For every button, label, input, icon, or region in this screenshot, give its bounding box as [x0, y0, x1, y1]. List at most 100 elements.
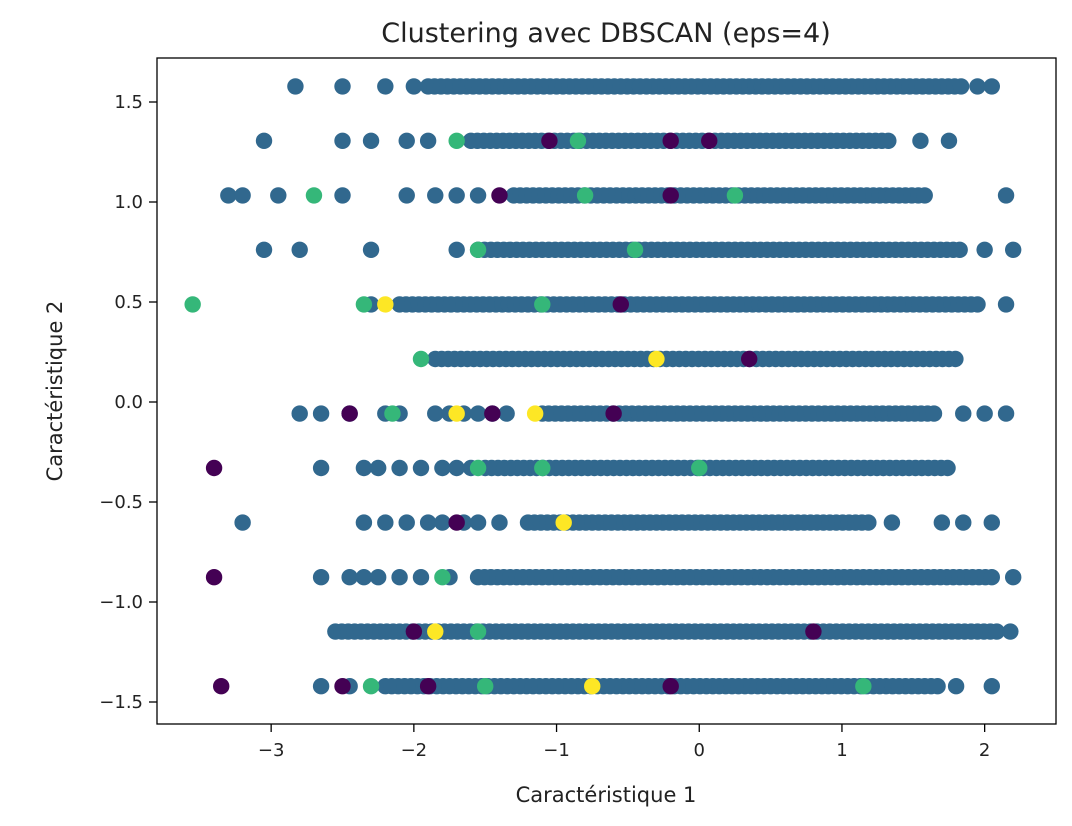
- y-tick-label: 1.5: [114, 92, 143, 113]
- points-layer: [184, 78, 1022, 695]
- x-tick-label: 2: [979, 740, 990, 761]
- data-point: [912, 132, 929, 149]
- data-point: [369, 569, 387, 586]
- data-point: [291, 241, 308, 258]
- data-point: [234, 514, 251, 531]
- data-point: [951, 241, 968, 258]
- cluster-point: [355, 296, 373, 313]
- data-point: [1002, 623, 1019, 640]
- cluster-point: [377, 296, 394, 313]
- data-point: [291, 405, 308, 422]
- noise-point: [701, 132, 718, 149]
- x-axis-label: Caractéristique 1: [516, 783, 697, 807]
- data-point: [362, 132, 380, 149]
- data-point: [983, 678, 1000, 695]
- data-point: [334, 78, 351, 95]
- data-point: [883, 514, 901, 531]
- x-tick-label: −1: [543, 740, 570, 761]
- cluster-point: [855, 678, 872, 695]
- data-point: [955, 514, 972, 531]
- data-point: [334, 187, 351, 204]
- noise-point: [662, 678, 679, 695]
- data-point: [369, 459, 387, 477]
- data-point: [1004, 569, 1022, 586]
- data-point: [983, 78, 1000, 95]
- y-tick-label: −1.5: [99, 692, 143, 713]
- data-point: [498, 405, 515, 422]
- data-point: [377, 514, 394, 531]
- data-point: [952, 78, 970, 95]
- cluster-point: [305, 187, 323, 204]
- y-axis: −1.5 −1.0 −0.5 0.0 0.5 1.0 1.5: [99, 92, 157, 713]
- noise-point: [213, 678, 230, 695]
- data-point: [997, 296, 1015, 313]
- data-point: [916, 187, 933, 204]
- x-tick-label: −3: [258, 740, 285, 761]
- y-tick-label: −1.0: [99, 592, 143, 613]
- x-tick-label: 1: [836, 740, 847, 761]
- data-point: [405, 78, 423, 95]
- noise-point: [541, 132, 558, 149]
- plot-frame: [156, 57, 1057, 725]
- cluster-point: [184, 296, 201, 313]
- noise-point: [448, 514, 465, 531]
- cluster-point: [469, 459, 487, 477]
- data-point: [969, 78, 986, 95]
- noise-point: [662, 187, 679, 204]
- data-point: [220, 187, 237, 204]
- y-axis-label: Caractéristique 2: [43, 301, 67, 482]
- data-point: [391, 459, 408, 477]
- data-point: [255, 132, 273, 149]
- data-point: [287, 78, 304, 95]
- data-point: [1004, 241, 1022, 258]
- noise-point: [805, 623, 822, 640]
- data-point: [234, 187, 251, 204]
- data-point: [255, 241, 273, 258]
- data-point: [939, 459, 956, 477]
- noise-point: [334, 678, 351, 695]
- x-tick-label: −2: [401, 740, 428, 761]
- noise-point: [205, 569, 223, 586]
- cluster-point: [526, 405, 544, 422]
- cluster-point: [469, 623, 487, 640]
- data-point: [398, 132, 415, 149]
- noise-point: [612, 296, 629, 313]
- data-point: [469, 405, 487, 422]
- noise-point: [484, 405, 501, 422]
- cluster-point: [427, 623, 444, 640]
- data-point: [419, 132, 437, 149]
- y-tick-label: 0.5: [114, 292, 143, 313]
- chart-title: Clustering avec DBSCAN (eps=4): [381, 18, 831, 49]
- cluster-point: [412, 350, 430, 368]
- data-point: [860, 514, 877, 531]
- cluster-point: [626, 241, 644, 258]
- data-point: [419, 514, 437, 531]
- data-point: [925, 405, 943, 422]
- noise-point: [605, 405, 622, 422]
- cluster-point: [477, 678, 494, 695]
- data-point: [270, 187, 287, 204]
- cluster-point: [534, 459, 551, 477]
- data-point: [398, 514, 415, 531]
- data-point: [448, 241, 465, 258]
- data-point: [976, 405, 993, 422]
- data-point: [427, 405, 444, 422]
- cluster-point: [448, 405, 465, 422]
- noise-point: [341, 405, 358, 422]
- cluster-point: [648, 350, 665, 368]
- data-point: [377, 78, 394, 95]
- cluster-point: [448, 132, 465, 149]
- data-point: [427, 187, 444, 204]
- data-point: [434, 514, 451, 531]
- data-point: [997, 405, 1015, 422]
- data-point: [947, 350, 964, 368]
- cluster-point: [584, 678, 601, 695]
- data-point: [983, 569, 1000, 586]
- data-point: [940, 132, 958, 149]
- noise-point: [205, 459, 223, 477]
- data-point: [448, 459, 465, 477]
- x-tick-label: 0: [694, 740, 705, 761]
- data-point: [341, 569, 358, 586]
- noise-point: [741, 350, 758, 368]
